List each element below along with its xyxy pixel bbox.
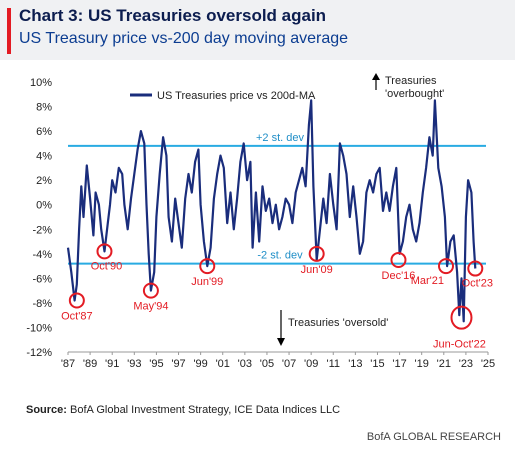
x-tick-label: '21 xyxy=(437,358,451,370)
y-tick-label: 2% xyxy=(36,175,52,187)
annotation-label: Oct'23 xyxy=(462,278,493,290)
x-tick-label: '93 xyxy=(127,358,141,370)
x-tick-label: '25 xyxy=(481,358,495,370)
y-tick-label: -8% xyxy=(32,298,52,310)
y-tick-label: 6% xyxy=(36,126,52,138)
x-tick-label: '99 xyxy=(193,358,207,370)
y-tick-label: -12% xyxy=(26,347,52,359)
x-tick-label: '07 xyxy=(282,358,296,370)
x-tick-label: '19 xyxy=(415,358,429,370)
annotation-circle xyxy=(467,260,484,277)
x-tick-label: '97 xyxy=(171,358,185,370)
series-line xyxy=(66,99,477,323)
source-label: Source: xyxy=(26,404,67,416)
series-layer xyxy=(66,99,477,323)
note-oversold: Treasuries 'oversold' xyxy=(288,317,388,329)
chart-subtitle: US Treasury price vs-200 day moving aver… xyxy=(19,30,349,47)
annotation-circle xyxy=(450,305,473,330)
band-lower-label: -2 st. dev xyxy=(257,250,303,262)
annotation-label: Dec'16 xyxy=(382,270,416,282)
x-tick-label: '17 xyxy=(392,358,406,370)
x-tick-label: '05 xyxy=(260,358,274,370)
title-block: Chart 3: US Treasuries oversold again US… xyxy=(0,0,515,60)
band-upper-label: +2 st. dev xyxy=(256,132,305,144)
up-arrow-head-icon xyxy=(372,73,380,80)
y-tick-label: 8% xyxy=(36,102,52,114)
x-tick-label: '87 xyxy=(61,358,75,370)
x-tick-label: '01 xyxy=(216,358,230,370)
annotation-label: Oct'87 xyxy=(61,310,92,322)
x-axis: '87 '89 '91 '93 '95 '97 '99 '01 '03 '05 '07 '09 '11 '… xyxy=(61,351,495,370)
annotation-label: Oct'90 xyxy=(91,260,122,272)
y-tick-label: -10% xyxy=(26,322,52,334)
annotation-label: Jun'09 xyxy=(301,264,333,276)
x-tick-label: '11 xyxy=(326,358,340,370)
source-note: Source: BofA Global Investment Strategy,… xyxy=(26,404,340,416)
annotations-layer: Oct'87 Oct'90 May'94 Jun'99 Jun'09 Dec'16Mar'… xyxy=(61,243,493,351)
x-tick-label: '95 xyxy=(149,358,163,370)
annotation-circle xyxy=(390,251,407,268)
x-tick-label: '09 xyxy=(304,358,318,370)
chart-title: Chart 3: US Treasuries oversold again xyxy=(19,6,327,25)
annotation-circle xyxy=(142,282,159,299)
y-tick-label: -6% xyxy=(32,273,52,285)
x-tick-label: '03 xyxy=(238,358,252,370)
y-tick-label: -4% xyxy=(32,249,52,261)
y-tick-label: 4% xyxy=(36,151,52,163)
y-tick-label: 0% xyxy=(36,200,52,212)
x-tick-label: '91 xyxy=(105,358,119,370)
legend-label: US Treasuries price vs 200d-MA xyxy=(157,90,316,102)
annotation-label: Jun'99 xyxy=(191,276,223,288)
note-overbought: Treasuries 'overbought' xyxy=(385,75,444,100)
notes: Treasuries 'overbought' Treasuries 'over… xyxy=(277,73,444,346)
annotation-label: May'94 xyxy=(133,301,168,313)
annotation-circle xyxy=(438,258,454,275)
annotation-circle xyxy=(308,245,325,262)
annotation-circle xyxy=(68,292,85,309)
annotation-label: Jun-Oct'22 xyxy=(433,339,486,351)
annotation-circle xyxy=(96,243,113,260)
annotation-label: Mar'21 xyxy=(411,275,444,287)
title-accent-bar xyxy=(7,8,11,54)
x-tick-label: '23 xyxy=(459,358,473,370)
source-text: BofA Global Investment Strategy, ICE Dat… xyxy=(70,404,341,416)
y-axis: 10% 8% 6% 4% 2% 0% -2% -4% -6% -8% -10% -12% xyxy=(26,77,52,359)
x-tick-label: '13 xyxy=(348,358,362,370)
treasury-chart: 10% 8% 6% 4% 2% 0% -2% -4% -6% -8% -10% -12% '87 '89… xyxy=(26,73,495,370)
x-tick-label: '89 xyxy=(83,358,97,370)
brand-footer: BofA GLOBAL RESEARCH xyxy=(366,431,501,443)
y-tick-label: 10% xyxy=(30,77,52,89)
down-arrow-head-icon xyxy=(277,338,285,346)
annotation-circle xyxy=(199,258,216,275)
y-tick-label: -2% xyxy=(32,224,52,236)
legend: US Treasuries price vs 200d-MA xyxy=(130,90,316,102)
x-tick-label: '15 xyxy=(370,358,384,370)
